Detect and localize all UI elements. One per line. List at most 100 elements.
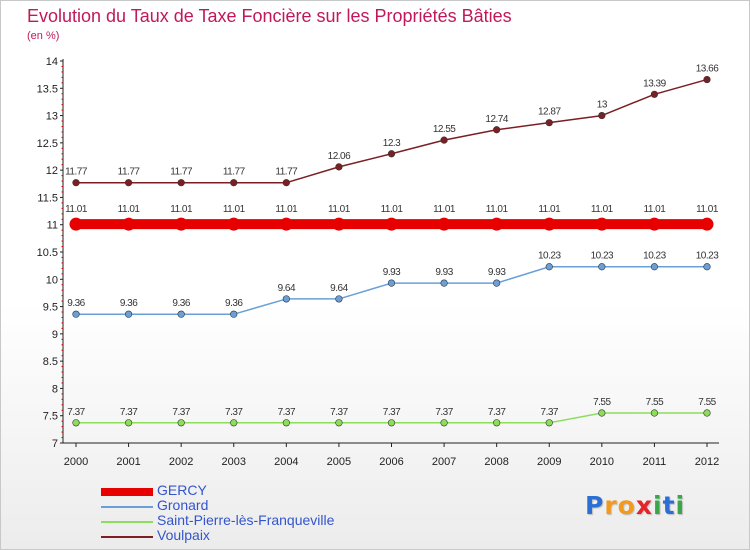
- y-tick-label: 9: [52, 329, 58, 341]
- data-point: [703, 263, 711, 271]
- data-label: 9.36: [120, 298, 138, 309]
- x-tick-label: 2010: [590, 456, 614, 468]
- data-point: [545, 263, 553, 271]
- data-point: [385, 217, 398, 231]
- y-tick-label: 11: [47, 220, 58, 232]
- legend-swatch: [101, 488, 153, 496]
- data-label: 7.37: [435, 407, 453, 418]
- data-label: 9.64: [330, 283, 348, 294]
- y-tick-label: 8.5: [43, 356, 58, 368]
- x-tick-label: 2001: [116, 456, 140, 468]
- data-point: [282, 295, 290, 303]
- legend-label: Gronard: [157, 497, 209, 513]
- data-label: 7.37: [330, 407, 348, 418]
- data-point: [440, 419, 448, 427]
- logo-letter: i: [653, 491, 663, 520]
- data-point: [230, 310, 238, 318]
- data-point: [335, 163, 343, 171]
- data-label: 7.55: [593, 397, 611, 408]
- data-point: [650, 263, 659, 271]
- x-tick-label: 2005: [327, 456, 351, 468]
- y-tick-label: 11.5: [37, 192, 58, 204]
- data-point: [493, 419, 501, 427]
- data-point: [227, 217, 241, 231]
- legend-label: Saint-Pierre-lès-Franqueville: [157, 512, 335, 528]
- data-label: 11.01: [644, 204, 667, 215]
- chart-title: Evolution du Taux de Taxe Foncière sur l…: [27, 6, 512, 26]
- data-point: [279, 217, 293, 231]
- x-tick-label: 2002: [169, 456, 193, 468]
- y-tick-label: 7: [52, 438, 58, 450]
- data-label: 11.01: [486, 204, 509, 215]
- data-label: 11.77: [223, 167, 246, 178]
- data-point: [545, 119, 553, 127]
- data-point: [595, 217, 609, 231]
- logo-letter: o: [617, 491, 636, 520]
- y-tick-label: 9.5: [43, 302, 58, 314]
- data-label: 11.01: [118, 204, 141, 215]
- y-tick-label: 10.5: [37, 247, 58, 259]
- x-tick-label: 2012: [695, 456, 719, 468]
- y-tick-label: 13: [46, 111, 58, 123]
- data-label: 11.01: [433, 204, 456, 215]
- data-point: [124, 179, 133, 187]
- series-saint-pierre-les-franqueville: [72, 409, 711, 427]
- data-label: 9.64: [278, 283, 296, 294]
- data-label: 13.39: [643, 78, 666, 89]
- data-label: 12.06: [328, 151, 351, 162]
- logo-letter: r: [604, 491, 618, 520]
- data-point: [230, 179, 238, 187]
- data-point: [72, 310, 80, 318]
- data-point: [490, 217, 504, 231]
- x-tick-label: 2008: [484, 456, 508, 468]
- data-label: 7.37: [225, 407, 243, 418]
- data-label: 7.37: [278, 407, 296, 418]
- data-point: [650, 409, 659, 417]
- data-point: [545, 419, 553, 427]
- data-point: [174, 217, 188, 231]
- data-point: [124, 310, 133, 318]
- series-voulpaix: [72, 75, 711, 187]
- logo-letter: x: [635, 491, 653, 520]
- logo-letter: P: [585, 491, 605, 520]
- data-label: 9.93: [383, 267, 401, 278]
- y-tick-label: 13.5: [37, 83, 58, 95]
- data-label: 11.01: [591, 204, 614, 215]
- data-point: [332, 217, 346, 231]
- data-point: [647, 217, 661, 231]
- y-tick-label: 7.5: [43, 411, 58, 423]
- series-gronard: [72, 263, 711, 318]
- legend-label: GERCY: [157, 482, 207, 498]
- data-point: [282, 419, 290, 427]
- proxiti-logo: Proxiti: [585, 491, 685, 520]
- data-point: [650, 90, 659, 98]
- data-label: 10.23: [643, 251, 666, 262]
- y-tick-label: 12.5: [37, 138, 58, 150]
- legend-swatch: [101, 506, 153, 508]
- data-label: 11.01: [223, 204, 246, 215]
- data-point: [387, 279, 396, 287]
- data-label: 11.77: [275, 167, 298, 178]
- data-label: 9.93: [488, 267, 506, 278]
- data-point: [177, 310, 185, 318]
- series-gercy: [69, 217, 714, 231]
- data-label: 9.93: [435, 267, 453, 278]
- data-label: 9.36: [172, 298, 190, 309]
- x-tick-label: 2006: [379, 456, 403, 468]
- data-label: 7.55: [698, 397, 716, 408]
- data-label: 11.77: [170, 167, 193, 178]
- data-point: [700, 217, 714, 231]
- data-label: 7.37: [541, 407, 559, 418]
- data-label: 11.01: [170, 204, 193, 215]
- data-point: [703, 75, 711, 84]
- y-tick-label: 12: [46, 165, 58, 177]
- data-label: 11.01: [328, 204, 351, 215]
- data-point: [124, 419, 133, 427]
- logo-letter: i: [675, 491, 686, 520]
- legend-label: Voulpaix: [157, 527, 210, 543]
- data-label: 11.01: [381, 204, 404, 215]
- data-point: [177, 419, 185, 427]
- x-tick-label: 2007: [432, 456, 456, 468]
- data-point: [598, 111, 606, 120]
